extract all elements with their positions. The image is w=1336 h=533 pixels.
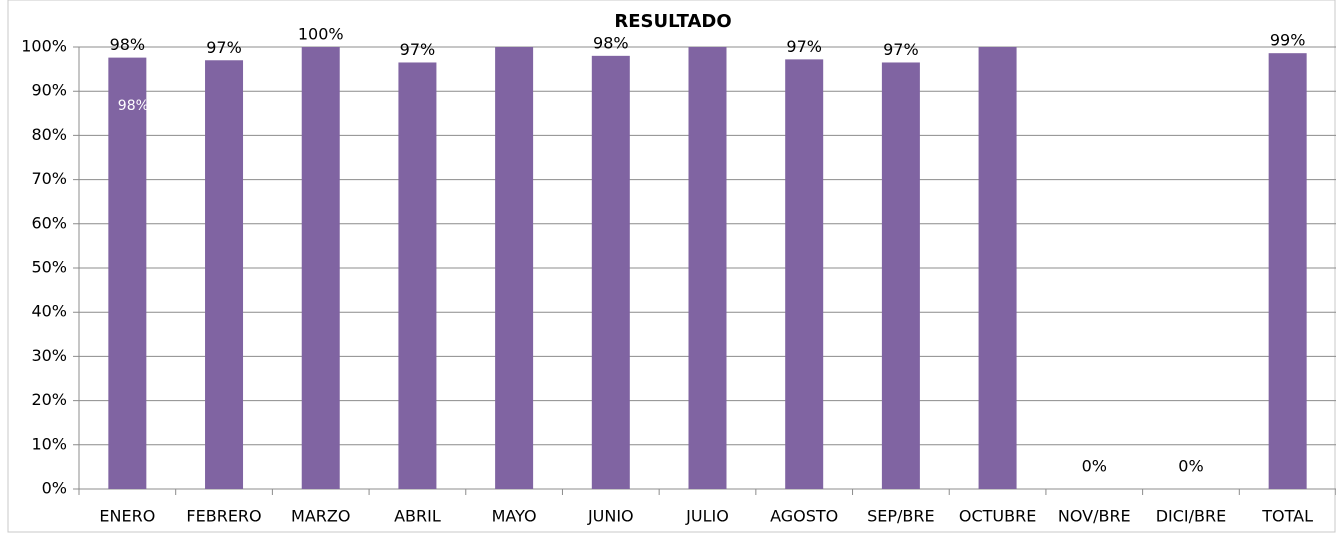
y-tick-label: 50%: [31, 258, 67, 277]
bar: [978, 47, 1017, 489]
y-tick-label: 30%: [31, 346, 67, 365]
y-tick-label: 10%: [31, 434, 67, 453]
x-tick-label: JULIO: [685, 507, 729, 526]
x-tick-label: JUNIO: [587, 507, 634, 526]
bar: [785, 59, 824, 489]
bar: [495, 47, 534, 489]
bar: [1268, 53, 1307, 490]
data-label: 97%: [206, 38, 242, 57]
annotation: 98%: [118, 98, 149, 114]
y-tick-label: 20%: [31, 390, 67, 409]
y-tick-label: 100%: [21, 37, 67, 56]
bar: [301, 47, 340, 489]
data-label: 97%: [400, 40, 436, 59]
data-label: 0%: [1178, 457, 1203, 476]
y-tick-label: 40%: [31, 302, 67, 321]
bar: [591, 55, 630, 490]
x-tick-label: AGOSTO: [770, 507, 838, 526]
x-tick-label: MAYO: [492, 507, 537, 526]
x-tick-label: MARZO: [291, 507, 350, 526]
data-label: 99%: [1270, 31, 1306, 50]
x-tick-label: FEBRERO: [186, 507, 261, 526]
bar: [688, 47, 727, 489]
y-tick-label: 90%: [31, 81, 67, 100]
x-tick-label: OCTUBRE: [959, 507, 1036, 526]
bar: [205, 60, 244, 489]
x-tick-label: ENERO: [99, 507, 155, 526]
data-label: 98%: [110, 35, 146, 54]
data-label: 97%: [883, 40, 919, 59]
x-tick-label: DICI/BRE: [1156, 507, 1227, 526]
bar: [881, 62, 920, 489]
bar: [108, 57, 147, 489]
y-tick-label: 70%: [31, 169, 67, 188]
y-tick-label: 0%: [42, 479, 67, 498]
y-tick-label: 80%: [31, 125, 67, 144]
x-tick-label: SEP/BRE: [867, 507, 935, 526]
x-tick-label: TOTAL: [1261, 507, 1313, 526]
bar: [398, 62, 437, 489]
data-label: 98%: [593, 33, 629, 52]
x-tick-label: ABRIL: [394, 507, 441, 526]
chart-title: RESULTADO: [614, 11, 731, 32]
data-label: 100%: [298, 25, 344, 44]
y-tick-label: 60%: [31, 213, 67, 232]
data-label: 97%: [786, 37, 822, 56]
data-label: 0%: [1082, 457, 1107, 476]
x-tick-label: NOV/BRE: [1058, 507, 1131, 526]
